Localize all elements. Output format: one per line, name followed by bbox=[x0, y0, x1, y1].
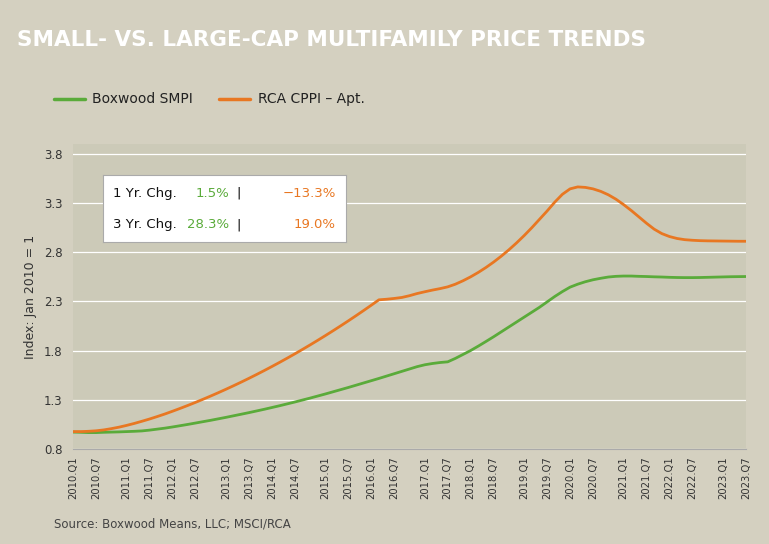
Text: RCA CPPI – Apt.: RCA CPPI – Apt. bbox=[258, 92, 365, 106]
Y-axis label: Index: Jan 2010 = 1: Index: Jan 2010 = 1 bbox=[24, 234, 37, 358]
Text: SMALL- VS. LARGE-CAP MULTIFAMILY PRICE TRENDS: SMALL- VS. LARGE-CAP MULTIFAMILY PRICE T… bbox=[17, 30, 646, 50]
Text: Source: Boxwood Means, LLC; MSCI/RCA: Source: Boxwood Means, LLC; MSCI/RCA bbox=[54, 517, 291, 530]
Text: Boxwood SMPI: Boxwood SMPI bbox=[92, 92, 193, 106]
